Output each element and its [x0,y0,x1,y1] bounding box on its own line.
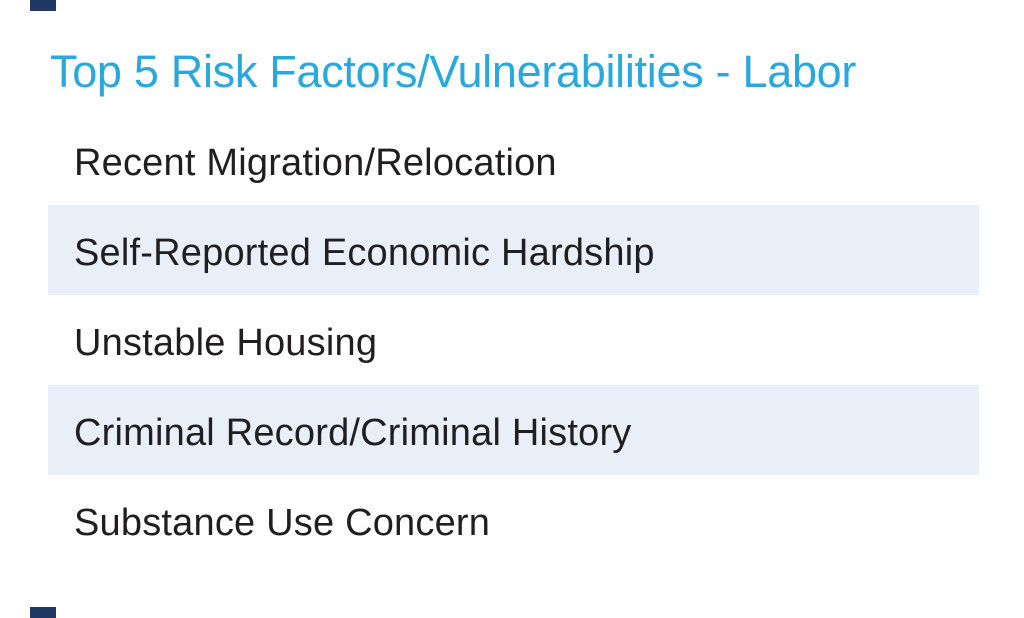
row-label: Recent Migration/Relocation [74,141,557,184]
table-row: Criminal Record/Criminal History [48,385,979,475]
row-label: Criminal Record/Criminal History [74,411,632,454]
risk-table: Recent Migration/Relocation Self-Reported… [48,115,979,565]
navy-corner-mark-top [30,0,56,11]
row-label: Self-Reported Economic Hardship [74,231,655,274]
row-label: Unstable Housing [74,321,378,364]
row-label: Substance Use Concern [74,501,491,544]
page-title: Top 5 Risk Factors/Vulnerabilities - Lab… [50,46,857,97]
table-row: Recent Migration/Relocation [48,115,979,205]
table-row: Self-Reported Economic Hardship [48,205,979,295]
table-row: Substance Use Concern [48,475,979,565]
table-row: Unstable Housing [48,295,979,385]
navy-corner-mark-bottom [30,607,56,618]
